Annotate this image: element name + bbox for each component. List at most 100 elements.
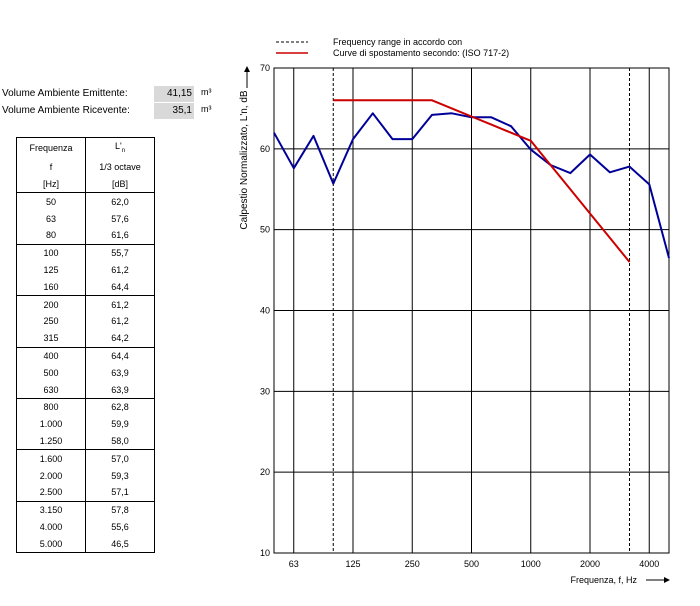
y-axis-arrowhead bbox=[244, 66, 250, 72]
table-row: 630 63,9 bbox=[16, 381, 155, 399]
level-cell: 59,3 bbox=[85, 467, 155, 484]
frequency-cell: 4.000 bbox=[16, 518, 86, 536]
level-cell: 57,1 bbox=[85, 483, 155, 502]
frequency-cell: 315 bbox=[16, 329, 86, 348]
level-cell: 57,6 bbox=[85, 210, 155, 227]
level-cell: 64,2 bbox=[85, 329, 155, 348]
table-row: 2.500 57,1 bbox=[16, 483, 155, 502]
table-row: 125 61,2 bbox=[16, 261, 155, 279]
frequency-cell: 125 bbox=[16, 261, 86, 279]
table-header-cell: L'n bbox=[85, 136, 155, 159]
table-row: 160 64,4 bbox=[16, 278, 155, 297]
frequency-cell: 100 bbox=[16, 243, 86, 262]
frequency-cell: 400 bbox=[16, 346, 86, 365]
frequency-cell: 800 bbox=[16, 397, 86, 416]
header-subscript: n bbox=[121, 147, 126, 154]
level-cell: 64,4 bbox=[85, 278, 155, 297]
level-cell: 61,2 bbox=[85, 295, 155, 313]
table-row: 800 62,8 bbox=[16, 397, 155, 416]
table-row: 250 61,2 bbox=[16, 312, 155, 330]
legend-label: Frequency range in accordo con bbox=[333, 37, 462, 47]
table-row: 2.000 59,3 bbox=[16, 467, 155, 484]
frequency-cell: 2.000 bbox=[16, 467, 86, 484]
volume-label: Volume Ambiente Emittente: bbox=[2, 88, 128, 99]
x-tick-label: 1000 bbox=[521, 559, 541, 569]
x-tick-label: 500 bbox=[464, 559, 479, 569]
table-row: 400 64,4 bbox=[16, 346, 155, 365]
table-row: 1.600 57,0 bbox=[16, 449, 155, 468]
table-row: 3.150 57,8 bbox=[16, 500, 155, 519]
y-tick-label: 60 bbox=[260, 144, 270, 154]
table-row: 80 61,6 bbox=[16, 226, 155, 245]
frequency-cell: 160 bbox=[16, 278, 86, 297]
table-row: 5.000 46,5 bbox=[16, 535, 155, 554]
y-tick-label: 30 bbox=[260, 386, 270, 396]
table-row: 200 61,2 bbox=[16, 295, 155, 313]
y-tick-label: 10 bbox=[260, 548, 270, 558]
frequency-cell: 2.500 bbox=[16, 483, 86, 502]
level-cell: 62,8 bbox=[85, 397, 155, 416]
table-row: 500 63,9 bbox=[16, 364, 155, 382]
x-axis-title: Frequenza, f, Hz bbox=[570, 575, 637, 585]
table-row: 1.000 59,9 bbox=[16, 415, 155, 433]
reference-curve bbox=[333, 99, 631, 263]
frequency-table: Frequenza L'n f 1/3 octave [Hz] [dB] 50 62,0 63 5… bbox=[16, 136, 155, 554]
frequency-cell: 5.000 bbox=[16, 535, 86, 554]
frequency-cell: 500 bbox=[16, 364, 86, 382]
y-tick-label: 40 bbox=[260, 306, 270, 316]
level-cell: 55,7 bbox=[85, 243, 155, 262]
table-header-cell: f bbox=[16, 158, 86, 176]
x-tick-label: 125 bbox=[345, 559, 360, 569]
volume-value: 41,15 bbox=[154, 86, 194, 102]
frequency-cell: 80 bbox=[16, 226, 86, 245]
table-row: 1.250 58,0 bbox=[16, 432, 155, 451]
table-row: 50 62,0 bbox=[16, 192, 155, 211]
measured-curve bbox=[273, 112, 670, 259]
level-cell: 61,6 bbox=[85, 226, 155, 245]
volume-label: Volume Ambiente Ricevente: bbox=[2, 105, 130, 116]
table-row: 315 64,2 bbox=[16, 329, 155, 348]
level-cell: 57,8 bbox=[85, 500, 155, 519]
frequency-cell: 50 bbox=[16, 192, 86, 211]
legend-label: Curve di spostamento secondo: (ISO 717-2… bbox=[333, 48, 509, 58]
frequency-cell: 63 bbox=[16, 210, 86, 227]
level-cell: 62,0 bbox=[85, 192, 155, 211]
frequency-cell: 200 bbox=[16, 295, 86, 313]
table-row: 100 55,7 bbox=[16, 243, 155, 262]
level-cell: 59,9 bbox=[85, 415, 155, 433]
frequency-cell: 250 bbox=[16, 312, 86, 330]
frequency-cell: 1.600 bbox=[16, 449, 86, 468]
table-header-cell: [Hz] bbox=[16, 175, 86, 194]
frequency-cell: 1.250 bbox=[16, 432, 86, 451]
volume-unit: m³ bbox=[201, 87, 212, 97]
plot-frame bbox=[273, 67, 670, 554]
level-cell: 64,4 bbox=[85, 346, 155, 365]
frequency-cell: 3.150 bbox=[16, 500, 86, 519]
volume-unit: m³ bbox=[201, 104, 212, 114]
y-tick-label: 50 bbox=[260, 225, 270, 235]
x-tick-label: 4000 bbox=[639, 559, 659, 569]
y-axis-title: Calpestio Normalizzato, L'n, dB bbox=[239, 90, 250, 230]
y-tick-label: 70 bbox=[260, 63, 270, 73]
level-cell: 63,9 bbox=[85, 364, 155, 382]
y-tick-label: 20 bbox=[260, 467, 270, 477]
level-cell: 57,0 bbox=[85, 449, 155, 468]
table-header-cell: 1/3 octave bbox=[85, 158, 155, 176]
table-header-cell: [dB] bbox=[85, 175, 155, 194]
level-cell: 58,0 bbox=[85, 432, 155, 451]
frequency-cell: 630 bbox=[16, 381, 86, 399]
table-row: 63 57,6 bbox=[16, 210, 155, 227]
x-tick-label: 63 bbox=[289, 559, 299, 569]
frequency-cell: 1.000 bbox=[16, 415, 86, 433]
level-cell: 61,2 bbox=[85, 261, 155, 279]
level-cell: 46,5 bbox=[85, 535, 155, 554]
table-header-cell: Frequenza bbox=[16, 136, 86, 159]
level-cell: 55,6 bbox=[85, 518, 155, 536]
level-cell: 63,9 bbox=[85, 381, 155, 399]
table-row: 4.000 55,6 bbox=[16, 518, 155, 536]
x-tick-label: 2000 bbox=[580, 559, 600, 569]
x-axis-arrowhead bbox=[664, 577, 670, 583]
x-tick-label: 250 bbox=[405, 559, 420, 569]
volume-value: 35,1 bbox=[154, 103, 194, 119]
level-cell: 61,2 bbox=[85, 312, 155, 330]
